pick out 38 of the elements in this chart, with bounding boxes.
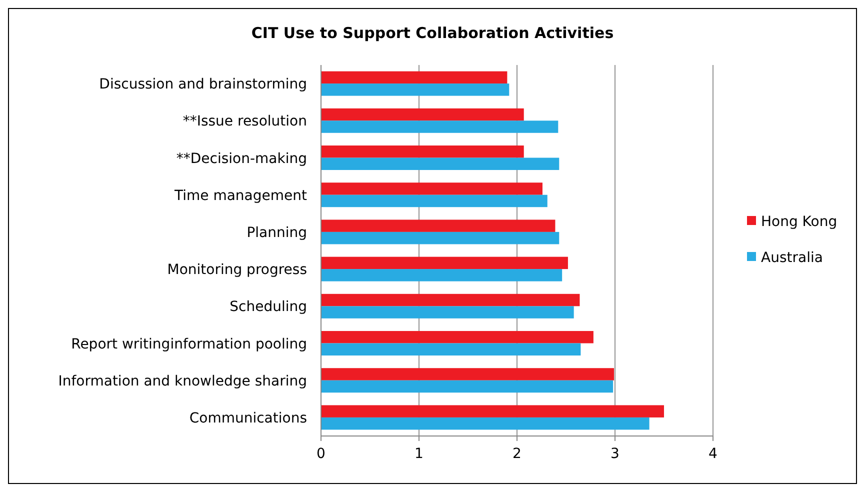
- chart-title: CIT Use to Support Collaboration Activities: [251, 24, 614, 42]
- bar: [321, 417, 650, 430]
- bar: [321, 232, 560, 244]
- y-tick-label: **Issue resolution: [182, 114, 307, 130]
- bar: [321, 306, 574, 318]
- y-tick-label: Scheduling: [230, 299, 307, 316]
- bar: [321, 294, 580, 306]
- legend-label: Hong Kong: [761, 214, 838, 230]
- bar: [321, 108, 524, 121]
- x-tick-label: 3: [610, 446, 620, 462]
- y-tick-label: Discussion and brainstorming: [99, 76, 307, 93]
- bar: [321, 405, 664, 418]
- bar: [321, 182, 542, 195]
- y-tick-label: Time management: [174, 188, 308, 204]
- bar: [321, 120, 558, 133]
- bar: [321, 158, 560, 170]
- y-tick-label: **Decision-making: [176, 150, 307, 167]
- bar: [321, 269, 562, 282]
- bar: [321, 220, 556, 232]
- bar: [321, 194, 548, 208]
- x-tick-label: 2: [512, 446, 522, 462]
- x-tick-label: 4: [708, 446, 718, 462]
- bar: [321, 380, 614, 393]
- bar: [321, 343, 581, 356]
- bar: [321, 256, 568, 270]
- bar: [321, 146, 524, 158]
- y-tick-label: Information and knowledge sharing: [58, 373, 307, 390]
- bar: [321, 71, 508, 84]
- y-tick-label: Planning: [246, 224, 307, 241]
- x-tick-label: 0: [316, 446, 326, 462]
- bar: [321, 84, 510, 96]
- bar: [321, 368, 614, 380]
- y-tick-label: Communications: [189, 410, 307, 426]
- y-tick-label: Report writinginformation pooling: [71, 336, 307, 352]
- legend-label: Australia: [761, 250, 823, 266]
- y-tick-label: Monitoring progress: [167, 262, 307, 278]
- x-tick-label: 1: [414, 446, 424, 462]
- bar: [321, 331, 594, 344]
